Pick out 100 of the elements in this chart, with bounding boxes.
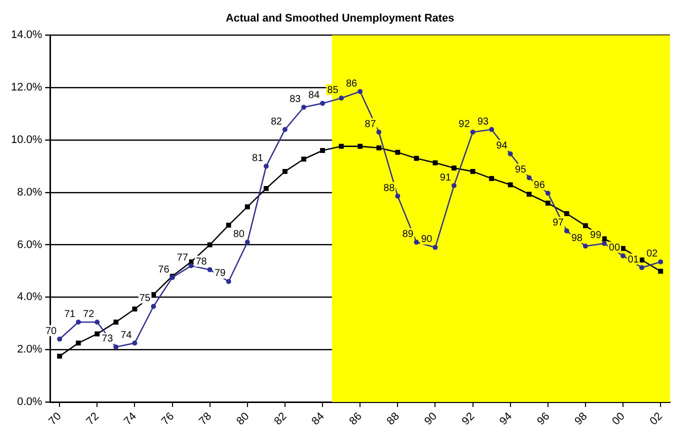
annotation: 76 bbox=[158, 264, 170, 276]
point bbox=[414, 240, 419, 245]
point bbox=[301, 156, 306, 162]
annotation: 84 bbox=[308, 90, 320, 102]
point bbox=[76, 340, 81, 346]
point bbox=[94, 320, 100, 325]
x-tick-label: 70 bbox=[46, 410, 64, 428]
annotation: 93 bbox=[477, 116, 490, 128]
annotation: 91 bbox=[440, 172, 452, 184]
point bbox=[320, 100, 326, 106]
point bbox=[113, 344, 118, 350]
annotation: 82 bbox=[270, 116, 282, 128]
y-tick-label: 8.0% bbox=[17, 186, 42, 198]
point bbox=[526, 192, 532, 197]
annotation: 70 bbox=[45, 326, 58, 337]
point bbox=[582, 244, 588, 249]
point bbox=[207, 267, 212, 272]
annotation: 77 bbox=[176, 252, 188, 264]
x-tick-label: 00 bbox=[610, 410, 628, 428]
point bbox=[602, 241, 607, 246]
x-tick-label: 84 bbox=[310, 410, 327, 428]
annotation: 79 bbox=[214, 268, 226, 280]
point bbox=[452, 183, 457, 188]
point bbox=[526, 175, 532, 180]
point bbox=[282, 127, 288, 132]
point bbox=[358, 89, 363, 94]
point bbox=[358, 144, 363, 149]
point bbox=[414, 156, 419, 161]
point bbox=[620, 253, 626, 258]
annotation: 99 bbox=[590, 230, 602, 242]
point bbox=[338, 96, 344, 101]
point bbox=[452, 166, 456, 171]
annotation: 85 bbox=[327, 84, 339, 96]
x-tick-label: 90 bbox=[422, 410, 440, 428]
point bbox=[282, 168, 288, 174]
x-tick-label: 94 bbox=[497, 410, 515, 428]
point bbox=[545, 200, 550, 206]
point bbox=[470, 130, 476, 135]
x-tick-label: 80 bbox=[234, 410, 252, 428]
point bbox=[226, 222, 232, 228]
chart-title: Actual and Smoothed Unemployment Rates bbox=[226, 12, 454, 25]
annotation: 88 bbox=[384, 182, 396, 194]
x-tick-label: 74 bbox=[122, 410, 139, 428]
point bbox=[188, 263, 194, 268]
point bbox=[264, 186, 269, 191]
annotation: 92 bbox=[458, 118, 470, 130]
point bbox=[57, 336, 62, 342]
x-tick-label: 78 bbox=[196, 410, 214, 428]
point bbox=[57, 354, 62, 359]
point bbox=[639, 265, 644, 270]
point bbox=[150, 304, 156, 309]
annotation: 72 bbox=[83, 308, 95, 320]
annotation: 97 bbox=[552, 218, 564, 229]
point bbox=[132, 306, 138, 312]
y-tick-label: 0.0% bbox=[17, 396, 42, 408]
annotation: 02 bbox=[646, 248, 658, 260]
point bbox=[508, 182, 513, 188]
point bbox=[244, 240, 250, 245]
annotation: 87 bbox=[364, 118, 376, 130]
annotation: 83 bbox=[290, 94, 302, 106]
point bbox=[320, 148, 326, 153]
x-tick-label: 72 bbox=[84, 410, 102, 428]
point bbox=[301, 104, 306, 110]
annotation: 90 bbox=[421, 234, 433, 246]
y-tick-label: 12.0% bbox=[10, 82, 42, 94]
annotation: 71 bbox=[64, 308, 76, 320]
point bbox=[395, 194, 400, 199]
y-tick-label: 2.0% bbox=[17, 344, 42, 356]
point bbox=[132, 340, 138, 346]
point bbox=[113, 320, 118, 325]
y-tick-label: 14.0% bbox=[10, 29, 42, 42]
annotation: 73 bbox=[102, 334, 114, 345]
y-tick-label: 4.0% bbox=[17, 291, 42, 304]
annotation: 86 bbox=[346, 78, 358, 90]
annotation: 89 bbox=[402, 228, 414, 240]
annotation: 75 bbox=[139, 293, 151, 304]
annotation: 95 bbox=[515, 164, 527, 176]
point bbox=[508, 151, 513, 156]
point bbox=[545, 190, 550, 196]
annotation: 74 bbox=[120, 330, 132, 341]
x-tick-label: 88 bbox=[384, 410, 402, 428]
annotation: 00 bbox=[608, 242, 620, 254]
y-tick-label: 6.0% bbox=[17, 238, 42, 251]
x-tick-label: 86 bbox=[347, 410, 364, 428]
point bbox=[338, 144, 344, 149]
x-tick-label: 96 bbox=[535, 410, 552, 428]
annotation: 01 bbox=[628, 254, 640, 266]
point bbox=[432, 244, 438, 250]
point bbox=[94, 331, 100, 336]
point bbox=[658, 259, 664, 264]
point bbox=[76, 320, 81, 325]
x-tick-label: 92 bbox=[460, 410, 478, 428]
x-tick-label: 82 bbox=[272, 410, 290, 428]
point bbox=[489, 127, 494, 132]
annotation: 78 bbox=[196, 256, 208, 268]
y-tick-label: 10.0% bbox=[10, 134, 42, 146]
point bbox=[376, 130, 382, 135]
point bbox=[395, 150, 400, 155]
x-tick-label: 76 bbox=[159, 410, 177, 428]
point bbox=[564, 228, 570, 234]
